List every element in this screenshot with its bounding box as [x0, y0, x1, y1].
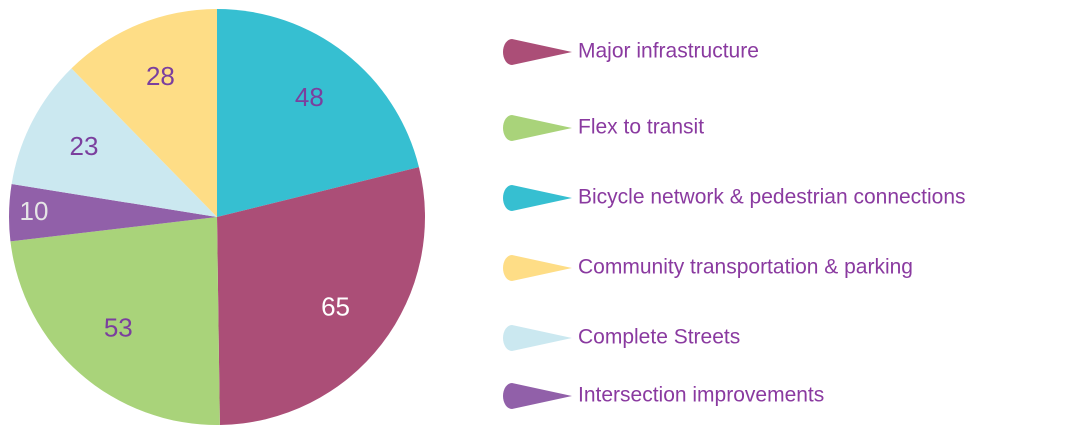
value-label: 48 — [295, 82, 324, 112]
pie-slice — [217, 9, 419, 217]
legend-marker — [503, 115, 572, 141]
pie-slice — [217, 167, 426, 425]
legend-marker — [503, 185, 572, 211]
value-label: 10 — [20, 196, 49, 226]
pie-slice — [10, 217, 220, 425]
value-label: 65 — [321, 291, 350, 321]
value-label: 23 — [70, 131, 99, 161]
legend-marker — [503, 39, 572, 65]
pie-slice — [71, 9, 217, 217]
legend-label: Major infrastructure — [578, 40, 759, 63]
legend-label: Complete Streets — [578, 326, 740, 349]
legend-label: Flex to transit — [578, 116, 704, 139]
pie-slice — [8, 184, 218, 242]
value-label: 28 — [146, 61, 175, 91]
legend-label: Intersection improvements — [578, 384, 824, 407]
pie-slice — [11, 68, 218, 217]
legend-marker — [503, 383, 572, 409]
value-label: 53 — [104, 312, 133, 342]
legend-label: Bicycle network & pedestrian connections — [578, 186, 966, 209]
legend-marker — [503, 255, 572, 281]
legend-label: Community transportation & parking — [578, 256, 913, 279]
legend-marker — [503, 325, 572, 351]
